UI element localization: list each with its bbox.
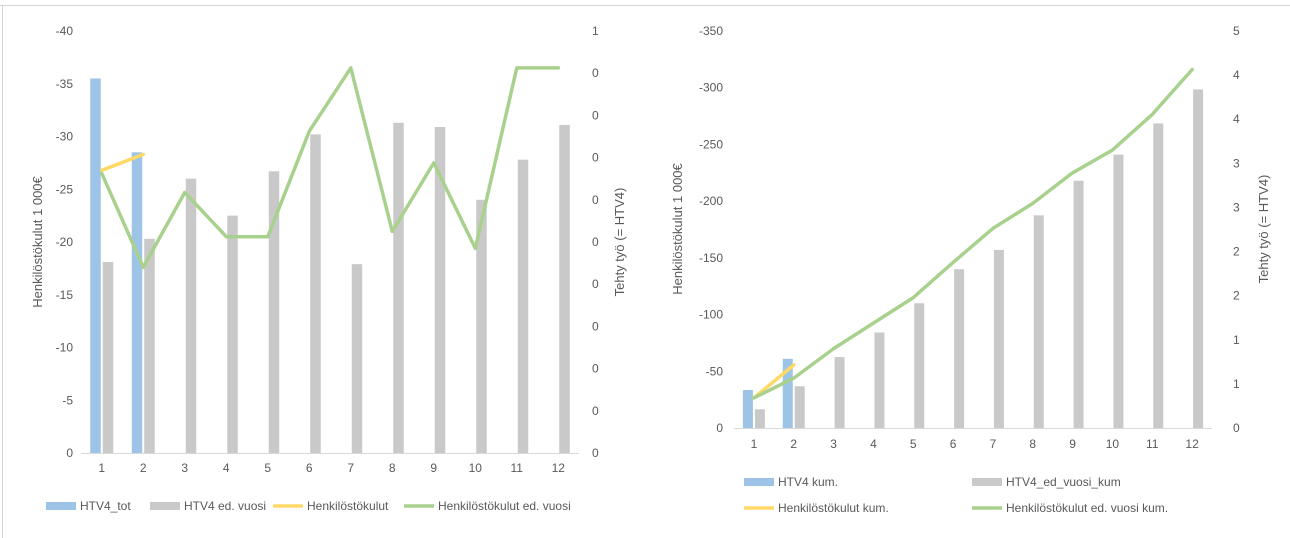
- legend-label: HTV4 ed. vuosi: [184, 499, 266, 513]
- legend-item: Henkilöstökulut ed. vuosi: [404, 499, 571, 513]
- y2-tick-label: 0: [592, 108, 599, 122]
- bar-htv4-ed-vuosi: [102, 262, 114, 453]
- frame-left-border: [2, 5, 3, 538]
- bar-htv4-ed-vuosi: [351, 264, 363, 453]
- bar-htv4-ed-vuosi: [476, 199, 487, 453]
- bar-htv4-ed-vuosi: [393, 122, 404, 453]
- bar-htv4-ed-vuosi: [227, 215, 238, 453]
- bar-htv4-tot: [90, 78, 101, 453]
- bar-htv4-ed-vuosi: [517, 159, 529, 453]
- x-tick-label: 7: [347, 461, 354, 475]
- y2-tick-label: 0: [592, 319, 599, 333]
- x-tick-label: 8: [389, 461, 396, 475]
- y-tick-label: -20: [56, 235, 74, 249]
- y2-tick-label: 0: [592, 446, 599, 460]
- y2-axis-title: Tehty työ (= HTV4): [612, 188, 627, 297]
- legend-label: Henkilöstökulut: [307, 499, 389, 513]
- x-tick-label: 2: [140, 461, 147, 475]
- y-tick-label: -35: [56, 77, 74, 91]
- bar-htv4-tot: [131, 152, 143, 453]
- y-tick-label: -10: [56, 341, 74, 355]
- legend-item: HTV4 ed. vuosi: [150, 499, 266, 513]
- y-tick-label: -15: [56, 288, 74, 302]
- legend-item: HTV4_tot: [46, 499, 131, 513]
- y2-tick-label: 0: [592, 66, 599, 80]
- x-tick-label: 12: [552, 461, 566, 475]
- y2-tick-label: 0: [592, 151, 599, 165]
- y-tick-label: -25: [56, 182, 74, 196]
- x-tick-label: 4: [223, 461, 230, 475]
- x-tick-label: 1: [98, 461, 105, 475]
- y-tick-label: -30: [56, 130, 74, 144]
- y2-tick-label: 1: [592, 24, 599, 38]
- legend-label: HTV4_tot: [80, 499, 131, 513]
- x-tick-label: 6: [306, 461, 313, 475]
- line-henkil-st-kulut-ed-vuosi: [100, 66, 561, 270]
- x-tick-label: 9: [430, 461, 437, 475]
- x-tick-label: 3: [181, 461, 188, 475]
- legend-label: Henkilöstökulut ed. vuosi: [438, 499, 571, 513]
- x-tick-label: 5: [264, 461, 271, 475]
- legend-swatch: [46, 502, 76, 510]
- x-tick-label: 11: [511, 461, 524, 475]
- y-tick-label: 0: [66, 446, 73, 460]
- y-tick-label: -5: [62, 393, 73, 407]
- y2-tick-label: 0: [592, 193, 599, 207]
- y-axis-title: Henkilöstökulut 1 000€: [30, 175, 45, 307]
- bar-htv4-ed-vuosi: [559, 124, 570, 454]
- line-henkil-st-kulut: [100, 152, 146, 173]
- y2-tick-label: 0: [592, 235, 599, 249]
- x-tick-label: 10: [469, 461, 483, 475]
- bar-htv4-ed-vuosi: [434, 127, 446, 453]
- bar-htv4-ed-vuosi: [310, 134, 321, 453]
- bar-htv4-ed-vuosi: [144, 238, 155, 453]
- y2-tick-label: 0: [592, 362, 599, 376]
- bar-htv4-ed-vuosi: [185, 178, 197, 453]
- y-tick-label: -40: [56, 24, 74, 38]
- legend-item: Henkilöstökulut: [273, 499, 389, 513]
- frame-top-border: [0, 5, 1290, 6]
- bar-htv4-ed-vuosi: [268, 171, 280, 453]
- y2-tick-label: 0: [592, 277, 599, 291]
- legend-swatch: [150, 502, 180, 510]
- y2-tick-label: 0: [592, 404, 599, 418]
